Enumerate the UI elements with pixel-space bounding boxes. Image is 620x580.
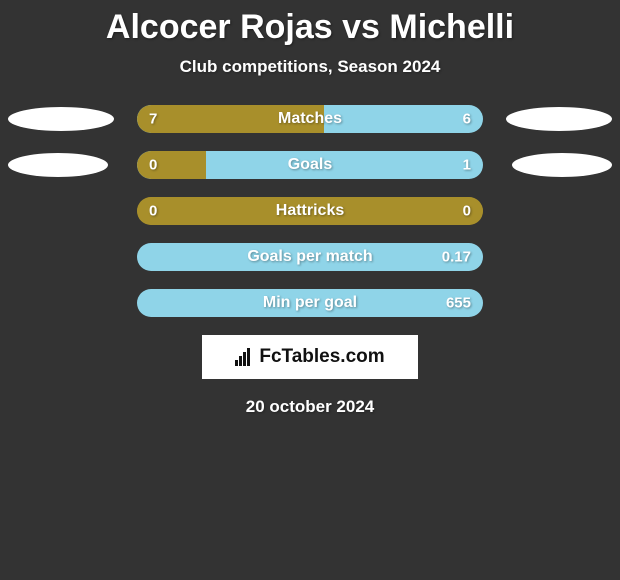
logo-box: FcTables.com xyxy=(202,335,418,379)
stat-row: Goals per match 0.17 xyxy=(0,243,620,271)
bar-value-right: 6 xyxy=(463,111,471,128)
bar-fill-left xyxy=(137,151,206,179)
player-left-ellipse xyxy=(8,153,108,177)
bar-value-right: 655 xyxy=(446,295,471,312)
bar-value-left: 0 xyxy=(149,157,157,174)
stat-row: Goals 0 1 xyxy=(0,151,620,179)
bar-value-right: 0.17 xyxy=(442,249,471,266)
bar-track: Goals per match 0.17 xyxy=(137,243,483,271)
player-right-ellipse xyxy=(512,153,612,177)
bar-label: Goals xyxy=(288,156,332,174)
stat-row: Min per goal 655 xyxy=(0,289,620,317)
stat-row: Matches 7 6 xyxy=(0,105,620,133)
bar-value-left: 7 xyxy=(149,111,157,128)
page-title: Alcocer Rojas vs Michelli xyxy=(0,0,620,47)
bar-track: Hattricks 0 0 xyxy=(137,197,483,225)
bar-value-left: 0 xyxy=(149,203,157,220)
bar-value-right: 0 xyxy=(463,203,471,220)
bar-track: Min per goal 655 xyxy=(137,289,483,317)
logo-bars-icon xyxy=(235,348,253,366)
logo-text: FcTables.com xyxy=(259,346,384,368)
page-subtitle: Club competitions, Season 2024 xyxy=(0,57,620,77)
bar-track: Matches 7 6 xyxy=(137,105,483,133)
comparison-chart: Matches 7 6 Goals 0 1 Hattricks 0 0 Goals per mat… xyxy=(0,105,620,317)
date-text: 20 october 2024 xyxy=(0,397,620,417)
bar-track: Goals 0 1 xyxy=(137,151,483,179)
stat-row: Hattricks 0 0 xyxy=(0,197,620,225)
player-right-ellipse xyxy=(506,107,612,131)
player-left-ellipse xyxy=(8,107,114,131)
bar-label: Goals per match xyxy=(247,248,372,266)
bar-label: Hattricks xyxy=(276,202,344,220)
bar-label: Matches xyxy=(278,110,342,128)
bar-label: Min per goal xyxy=(263,294,357,312)
bar-value-right: 1 xyxy=(463,157,471,174)
